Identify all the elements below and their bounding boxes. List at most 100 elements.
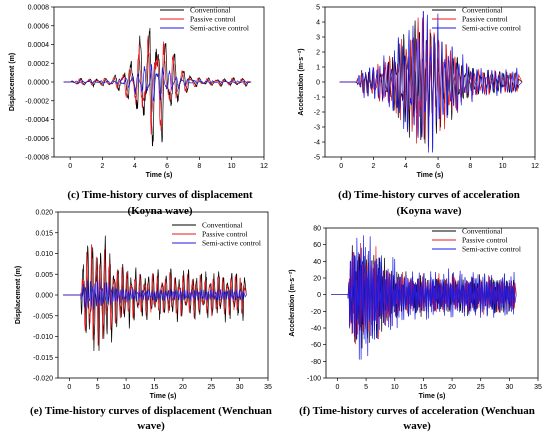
y-tick-label: -0.010: [33, 334, 53, 341]
x-tick-label: 15: [420, 384, 428, 391]
x-tick-label: 0: [68, 163, 72, 170]
y-axis-label: Acceleration (m·s⁻²): [298, 48, 305, 115]
x-tick-label: 8: [468, 163, 472, 170]
legend-entry: Conventional: [462, 6, 502, 15]
y-tick-label: 5: [316, 5, 320, 12]
panel-caption-line-1: (c) Time-history curves of displacement: [67, 189, 253, 201]
series-line-semi-active-control: [63, 280, 247, 310]
y-axis-label: Displacement (m): [15, 266, 22, 324]
x-tick-label: 5: [96, 384, 100, 391]
x-tick-label: 30: [505, 384, 513, 391]
x-axis-label: Time (s): [417, 172, 444, 179]
x-tick-label: 35: [264, 384, 272, 391]
y-tick-label: 0.000: [35, 293, 53, 300]
x-tick-label: 8: [197, 163, 201, 170]
y-tick-label: 2: [316, 50, 320, 57]
y-tick-label: -0.015: [33, 355, 53, 362]
x-tick-label: 10: [228, 163, 236, 170]
panel-caption-line-2: (Koyna wave): [127, 205, 192, 217]
x-tick-label: 20: [448, 384, 456, 391]
legend-entry: Passive control: [202, 230, 248, 239]
y-tick-label: 0: [316, 80, 320, 87]
x-tick-label: 6: [165, 163, 169, 170]
chart-panel-2: 0 5 10 15 20 25 30 35 -0.020 -0.015 -0.010 -0.005 0.…: [15, 210, 272, 433]
x-axis-label: Time (s): [146, 172, 173, 179]
y-tick-label: -0.0006: [25, 136, 49, 143]
panel-caption-line-2: (Koyna wave): [396, 205, 461, 217]
legend-entry: Semi-active control: [462, 245, 521, 254]
x-tick-label: 25: [477, 384, 485, 391]
x-tick-label: 10: [499, 163, 507, 170]
y-axis-label: Acceleration (m·s⁻²): [289, 269, 296, 336]
panel-caption-line-1: (d) Time-history curves of acceleration: [338, 189, 520, 201]
y-tick-label: 0.0004: [28, 42, 50, 49]
y-tick-label: -3: [314, 125, 320, 132]
y-tick-label: -0.0008: [25, 155, 49, 162]
y-tick-label: -40: [311, 326, 321, 333]
x-tick-label: 10: [391, 384, 399, 391]
y-tick-label: 0.015: [35, 230, 53, 237]
x-tick-label: 0: [67, 384, 71, 391]
panel-caption-line-2: wave): [137, 420, 165, 432]
y-tick-label: 0.005: [35, 272, 53, 279]
y-tick-label: 80: [313, 226, 321, 233]
series-line-conventional: [63, 27, 252, 147]
x-tick-label: 20: [179, 384, 187, 391]
series-line-conventional: [63, 235, 247, 352]
legend-entry: Conventional: [202, 221, 242, 230]
y-tick-label: 0.0008: [28, 5, 50, 12]
x-tick-label: 5: [364, 384, 368, 391]
y-tick-label: -20: [311, 309, 321, 316]
series-line-passive-control: [63, 35, 252, 135]
series-line-semi-active-control: [63, 64, 252, 102]
legend-entry: Conventional: [462, 227, 502, 236]
legend-entry: Passive control: [462, 15, 508, 24]
y-tick-label: 3: [316, 35, 320, 42]
panel-caption-line-1: (f) Time-history curves of acceleration …: [299, 405, 535, 417]
x-tick-label: 30: [236, 384, 244, 391]
x-tick-label: 12: [260, 163, 268, 170]
x-tick-label: 12: [531, 163, 539, 170]
legend-entry: Passive control: [462, 236, 508, 245]
x-tick-label: 0: [339, 163, 343, 170]
y-tick-label: -0.005: [33, 313, 53, 320]
y-tick-label: -100: [307, 376, 321, 383]
y-tick-label: 0.0002: [28, 61, 50, 68]
x-tick-label: 4: [404, 163, 408, 170]
y-axis-label: Displacement (m): [9, 53, 16, 111]
legend-entry: Semi-active control: [462, 24, 521, 33]
y-tick-label: -4: [314, 140, 320, 147]
series-line-semi-active-control: [331, 235, 517, 360]
chart-panel-0: 0 2 4 6 8 10 12 -0.0008 -0.0006 -0.0004 -0.0002 0.0…: [9, 5, 268, 218]
y-tick-label: -0.020: [33, 376, 53, 383]
legend-entry: Passive control: [190, 15, 236, 24]
plot-frame: [325, 227, 539, 379]
x-tick-label: 10: [122, 384, 130, 391]
y-tick-label: -0.0004: [25, 117, 49, 124]
y-tick-label: 4: [316, 20, 320, 27]
y-tick-label: -5: [314, 155, 320, 162]
x-tick-label: 25: [207, 384, 215, 391]
x-tick-label: 4: [133, 163, 137, 170]
y-tick-label: -1: [314, 95, 320, 102]
x-tick-label: 35: [534, 384, 542, 391]
x-axis-label: Time (s): [150, 393, 177, 400]
legend-entry: Semi-active control: [202, 239, 261, 248]
x-tick-label: 15: [151, 384, 159, 391]
series-line-semi-active-control: [339, 11, 523, 153]
panel-caption-line-1: (e) Time-history curves of displacement …: [30, 405, 272, 417]
x-tick-label: 0: [336, 384, 340, 391]
y-tick-label: 20: [313, 276, 321, 283]
y-tick-label: 0: [317, 292, 321, 299]
y-tick-label: 0.0006: [28, 23, 50, 30]
panel-caption-line-2: wave): [403, 420, 431, 432]
y-tick-label: 60: [313, 242, 321, 249]
y-tick-label: -2: [314, 110, 320, 117]
x-axis-label: Time (s): [419, 393, 446, 400]
y-tick-label: -0.0002: [25, 98, 49, 105]
y-tick-label: 1: [316, 65, 320, 72]
y-tick-label: -60: [311, 342, 321, 349]
legend-entry: Conventional: [190, 6, 230, 15]
